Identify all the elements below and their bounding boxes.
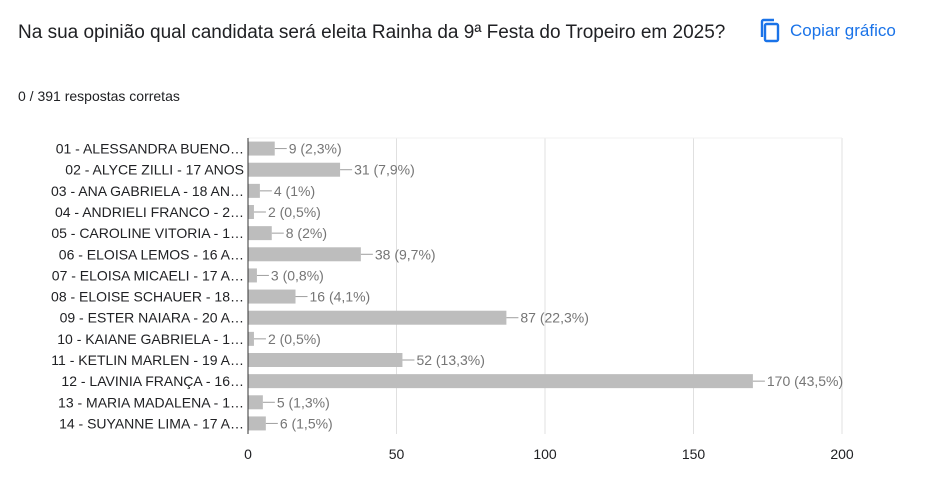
category-label: 09 - ESTER NAIARA - 20 A…: [60, 310, 244, 326]
x-tick-label: 100: [533, 446, 557, 462]
bar: [248, 395, 263, 410]
x-tick-label: 150: [682, 446, 706, 462]
category-label: 10 - KAIANE GABRIELA - 1…: [57, 331, 244, 347]
category-label: 12 - LAVINIA FRANÇA - 16…: [61, 373, 244, 389]
bar: [248, 416, 266, 431]
value-label: 5 (1,3%): [277, 394, 330, 410]
copy-chart-label: Copiar gráfico: [790, 21, 896, 40]
bar: [248, 268, 257, 283]
copy-chart-button[interactable]: Copiar gráfico: [752, 14, 902, 48]
x-tick-label: 50: [389, 446, 405, 462]
bar: [248, 374, 753, 389]
value-label: 38 (9,7%): [375, 246, 436, 262]
bar: [248, 205, 254, 219]
category-label: 03 - ANA GABRIELA - 18 AN…: [51, 183, 244, 199]
category-label: 02 - ALYCE ZILLI - 17 ANOS: [65, 162, 244, 178]
bar: [248, 353, 403, 367]
value-label: 2 (0,5%): [268, 331, 321, 347]
value-label: 170 (43,5%): [767, 373, 843, 389]
category-label: 07 - ELOISA MICAELI - 17 A…: [52, 267, 244, 283]
bar: [248, 331, 254, 346]
value-label: 87 (22,3%): [520, 310, 588, 326]
category-label: 11 - KETLIN MARLEN - 19 A…: [51, 352, 244, 368]
value-label: 2 (0,5%): [268, 204, 321, 220]
bar: [248, 141, 275, 156]
bar: [248, 310, 507, 325]
value-label: 16 (4,1%): [310, 289, 371, 305]
x-tick-label: 200: [830, 446, 854, 462]
category-label: 04 - ANDRIELI FRANCO - 2…: [55, 204, 244, 220]
category-label: 01 - ALESSANDRA BUENO…: [56, 141, 244, 157]
copy-icon: [760, 18, 780, 43]
category-label: 14 - SUYANNE LIMA - 17 A…: [59, 415, 244, 431]
value-label: 9 (2,3%): [289, 141, 342, 157]
bar: [248, 247, 361, 262]
bar: [248, 162, 341, 177]
value-label: 3 (0,8%): [271, 267, 324, 283]
category-label: 06 - ELOISA LEMOS - 16 A…: [59, 246, 244, 262]
value-label: 52 (13,3%): [416, 352, 484, 368]
bar: [248, 289, 296, 304]
value-label: 31 (7,9%): [354, 162, 415, 178]
category-label: 08 - ELOISE SCHAUER - 18…: [51, 289, 244, 305]
x-tick-label: 0: [244, 446, 252, 462]
question-title: Na sua opinião qual candidata será eleit…: [18, 22, 726, 43]
category-label: 05 - CAROLINE VITORIA - 1…: [51, 225, 244, 241]
bar: [248, 226, 272, 241]
value-label: 6 (1,5%): [280, 415, 333, 431]
value-label: 4 (1%): [274, 183, 315, 199]
category-label: 13 - MARIA MADALENA - 1…: [58, 394, 244, 410]
value-label: 8 (2%): [286, 225, 327, 241]
responses-count: 0 / 391 respostas corretas: [18, 88, 180, 104]
bar: [248, 183, 260, 198]
